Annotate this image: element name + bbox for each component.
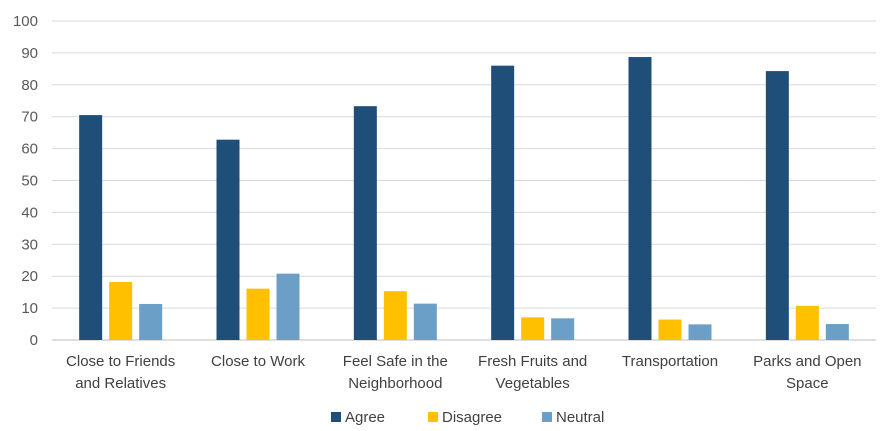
x-category-label: Transportation bbox=[622, 353, 718, 370]
y-axis-ticks: 0 10 20 30 40 50 60 70 80 90 100 bbox=[13, 13, 38, 349]
bar-disagree bbox=[658, 319, 682, 340]
x-category-label: Vegetables bbox=[496, 375, 570, 392]
bar-disagree bbox=[383, 291, 407, 340]
bar-disagree bbox=[246, 288, 270, 340]
y-tick-label: 20 bbox=[21, 268, 38, 285]
bar-agree bbox=[353, 106, 377, 340]
bar-neutral bbox=[551, 318, 575, 340]
legend-swatch-neutral bbox=[542, 412, 552, 422]
x-axis-labels: Close to Friends and Relatives Close to Wo… bbox=[66, 353, 861, 392]
x-category-label: Close to Work bbox=[211, 353, 305, 370]
y-tick-label: 90 bbox=[21, 45, 38, 62]
legend-label-agree: Agree bbox=[345, 409, 385, 426]
bar-agree bbox=[491, 65, 515, 340]
y-tick-label: 70 bbox=[21, 109, 38, 126]
bars bbox=[79, 57, 849, 341]
legend-swatch-disagree bbox=[428, 412, 438, 422]
x-category-label: Neighborhood bbox=[348, 375, 442, 392]
gridlines bbox=[52, 20, 876, 341]
legend-swatch-agree bbox=[331, 412, 341, 422]
bar-neutral bbox=[139, 303, 163, 340]
y-tick-label: 40 bbox=[21, 204, 38, 221]
bar-neutral bbox=[825, 324, 849, 340]
y-tick-label: 60 bbox=[21, 141, 38, 158]
legend-label-neutral: Neutral bbox=[556, 409, 604, 426]
y-tick-label: 100 bbox=[13, 13, 38, 30]
x-category-label: Fresh Fruits and bbox=[478, 353, 587, 370]
bar-disagree bbox=[521, 317, 545, 340]
x-category-label: Feel Safe in the bbox=[343, 353, 448, 370]
bar-agree bbox=[79, 115, 103, 340]
bar-agree bbox=[628, 57, 652, 341]
bar-agree bbox=[216, 139, 240, 340]
x-category-label: Parks and Open bbox=[753, 353, 861, 370]
bar-disagree bbox=[795, 305, 819, 340]
bar-neutral bbox=[276, 273, 300, 340]
y-tick-label: 50 bbox=[21, 173, 38, 190]
bar-neutral bbox=[413, 303, 437, 340]
y-tick-label: 30 bbox=[21, 236, 38, 253]
legend: Agree Disagree Neutral bbox=[331, 409, 604, 426]
y-tick-label: 80 bbox=[21, 77, 38, 94]
x-category-label: Close to Friends bbox=[66, 353, 175, 370]
x-category-label: and Relatives bbox=[75, 375, 166, 392]
y-tick-label: 0 bbox=[30, 332, 38, 349]
bar-disagree bbox=[109, 281, 133, 340]
legend-label-disagree: Disagree bbox=[442, 409, 502, 426]
x-category-label: Space bbox=[786, 375, 829, 392]
y-tick-label: 10 bbox=[21, 300, 38, 317]
bar-neutral bbox=[688, 324, 712, 340]
bar-agree bbox=[765, 71, 789, 340]
